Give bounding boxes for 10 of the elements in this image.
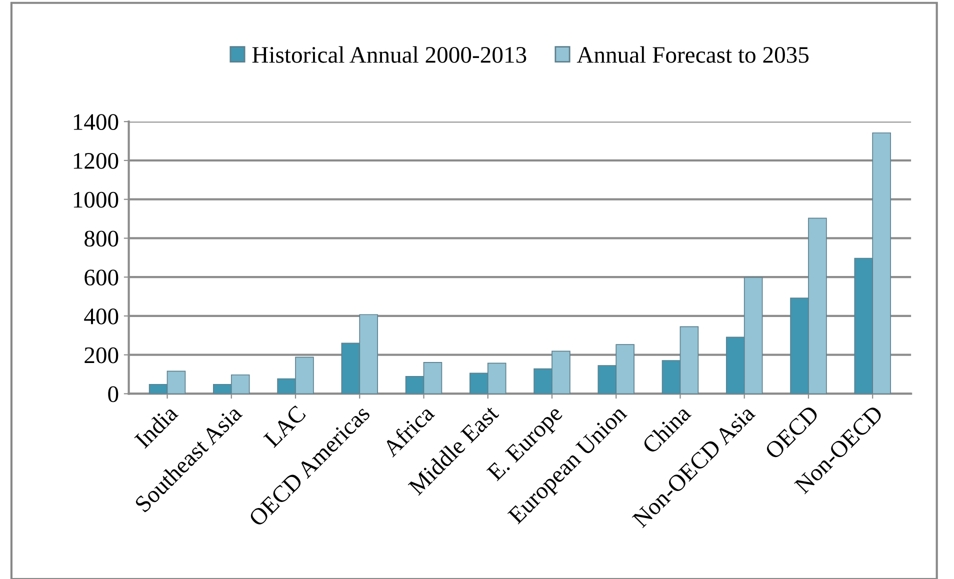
y-tick-label: 200 [84, 347, 118, 364]
legend-label: Historical Annual 2000-2013 [252, 46, 526, 63]
legend-label: Annual Forecast to 2035 [576, 46, 809, 63]
y-tick-label: 600 [84, 270, 118, 286]
y-tick-label: 1000 [74, 192, 118, 208]
y-tick-label: 800 [84, 230, 118, 247]
y-tick-label: 400 [84, 308, 118, 324]
y-tick-label: 1200 [74, 152, 118, 169]
y-tick-label: 0 [108, 386, 118, 402]
y-tick-label: 1400 [74, 114, 118, 130]
